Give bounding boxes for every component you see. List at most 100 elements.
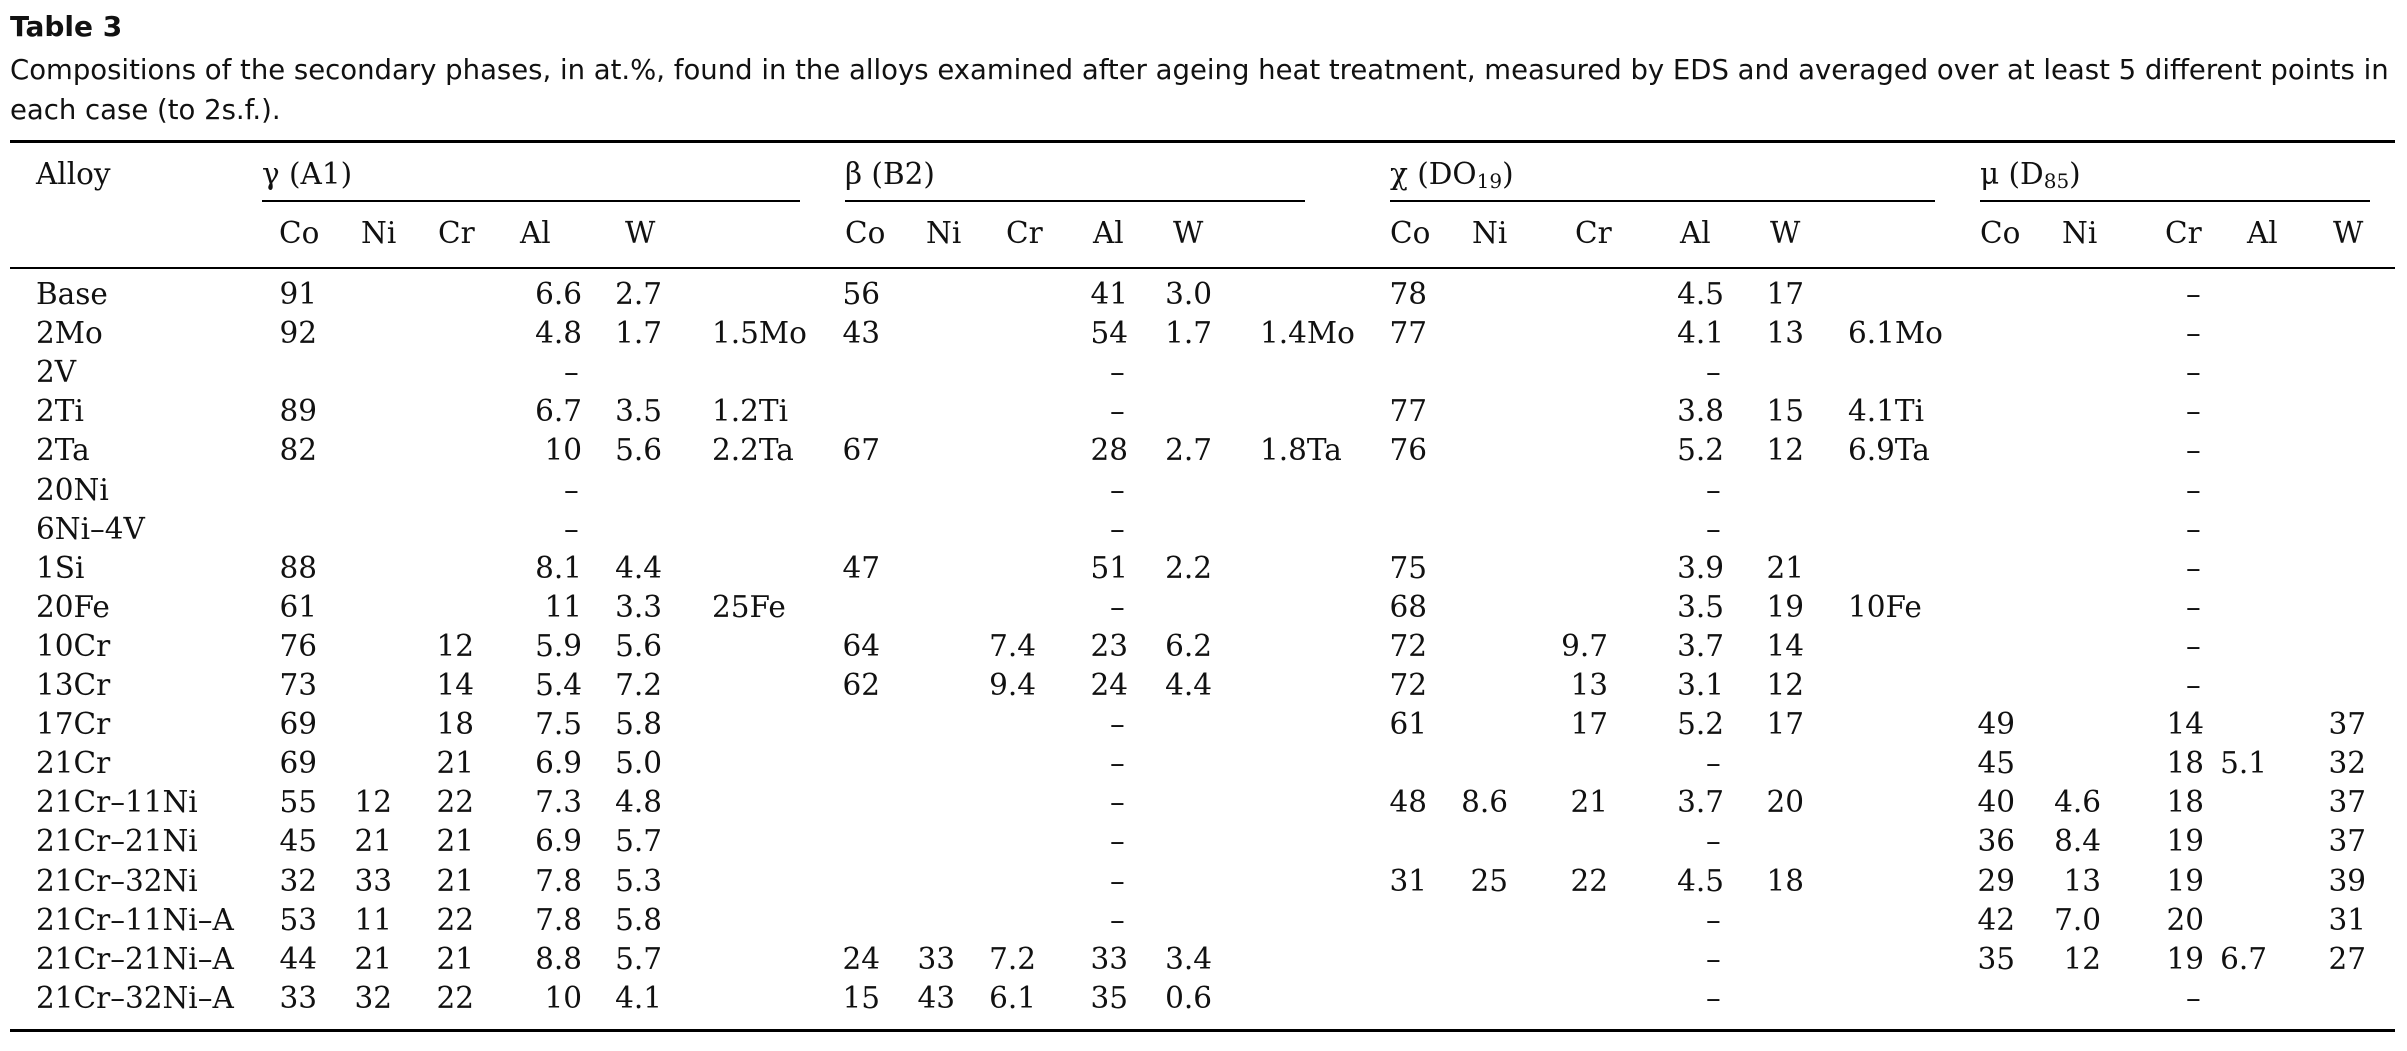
composition-value: 22: [436, 980, 474, 1015]
element-column-header: Co: [845, 216, 886, 250]
phase-group-label: γ (A1): [262, 157, 353, 191]
composition-value: 2.2: [1165, 550, 1212, 585]
element-column-header: Al: [1680, 216, 1711, 250]
composition-value: 33: [279, 980, 317, 1015]
composition-value: 75: [1389, 550, 1427, 585]
composition-value: 5.7: [615, 941, 662, 976]
composition-value: –: [1706, 902, 1721, 937]
phase-group-underline: [845, 200, 1305, 202]
composition-value: –: [1110, 746, 1125, 781]
composition-value: 13: [1570, 668, 1608, 702]
composition-value: 76: [279, 628, 317, 663]
composition-value: –: [1110, 902, 1125, 937]
composition-value: 17: [1766, 277, 1804, 311]
composition-value: –: [1110, 707, 1125, 742]
composition-value: 5.9: [535, 628, 582, 663]
composition-value: 69: [279, 746, 317, 781]
composition-value: 11: [354, 902, 392, 937]
composition-value: 6.1Mo: [1848, 316, 1943, 351]
composition-value: 6.9Ta: [1848, 433, 1930, 468]
composition-value: 7.0: [2054, 902, 2101, 937]
composition-value: 22: [1570, 863, 1608, 898]
composition-value: 18: [2166, 785, 2204, 820]
composition-value: 54: [1090, 316, 1128, 351]
composition-value: 20: [1766, 785, 1804, 820]
composition-value: 2.2Ta: [712, 433, 794, 468]
composition-value: 48: [1389, 785, 1427, 820]
composition-value: 5.3: [615, 863, 662, 898]
composition-value: 19: [2166, 824, 2204, 859]
alloy-name: 10Cr: [36, 628, 111, 663]
composition-value: 4.5: [1677, 863, 1724, 898]
composition-value: 5.8: [615, 707, 662, 742]
element-column-header: Al: [2247, 216, 2278, 250]
composition-value: 77: [1389, 394, 1427, 429]
composition-value: 82: [279, 433, 317, 468]
composition-value: 33: [354, 863, 392, 898]
composition-value: 73: [279, 668, 317, 702]
composition-value: 67: [842, 433, 880, 468]
composition-value: 5.4: [535, 668, 582, 702]
composition-value: 32: [2328, 746, 2366, 781]
composition-value: 14: [436, 668, 474, 702]
element-column-header: Ni: [2062, 216, 2098, 250]
alloy-name: 21Cr–11Ni–A: [36, 902, 234, 937]
composition-value: 64: [842, 628, 880, 663]
composition-value: 55: [279, 785, 317, 820]
header-rule: [10, 267, 2395, 269]
composition-value: 3.7: [1677, 628, 1724, 663]
alloy-name: Base: [36, 277, 108, 311]
element-column-header: Co: [1390, 216, 1431, 250]
composition-value: 12: [354, 785, 392, 820]
composition-value: –: [1110, 472, 1125, 507]
composition-value: 88: [279, 550, 317, 585]
alloy-name: 21Cr–32Ni: [36, 863, 198, 898]
composition-value: 3.1: [1677, 668, 1724, 702]
alloy-name: 13Cr: [36, 668, 111, 702]
composition-value: 14: [1766, 628, 1804, 663]
composition-value: 29: [1977, 863, 2015, 898]
alloy-name: 21Cr–11Ni: [36, 785, 198, 820]
composition-value: –: [1110, 863, 1125, 898]
composition-value: 21: [354, 824, 392, 859]
composition-value: 32: [279, 863, 317, 898]
composition-value: –: [1706, 941, 1721, 976]
composition-value: 33: [1090, 941, 1128, 976]
composition-value: 1.8Ta: [1260, 433, 1342, 468]
composition-value: 9.4: [989, 668, 1036, 702]
composition-value: 21: [436, 941, 474, 976]
element-column-header: Al: [1093, 216, 1124, 250]
phase-group-label: μ (D: [1980, 157, 2044, 191]
composition-value: 18: [1766, 863, 1804, 898]
composition-value: 4.4: [615, 550, 662, 585]
phase-group-header: χ (DO19): [1390, 157, 1514, 198]
alloy-name: 20Fe: [36, 589, 110, 624]
composition-value: 47: [842, 550, 880, 585]
composition-value: 1.7: [1165, 316, 1212, 351]
composition-value: –: [2186, 394, 2201, 429]
element-column-header: W: [1770, 216, 1801, 250]
composition-value: –: [1706, 746, 1721, 781]
phase-group-label-tail: ): [2069, 157, 2081, 191]
composition-value: 3.8: [1677, 394, 1724, 429]
composition-value: –: [1110, 785, 1125, 820]
composition-value: 39: [2328, 863, 2366, 898]
composition-value: 17: [1766, 707, 1804, 742]
alloy-name: 2Ta: [36, 433, 90, 468]
composition-value: –: [1110, 511, 1125, 546]
composition-value: 1.4Mo: [1260, 316, 1355, 351]
composition-value: 12: [1766, 433, 1804, 468]
composition-value: 78: [1389, 277, 1427, 311]
composition-value: 12: [2063, 941, 2101, 976]
composition-value: 31: [2328, 902, 2366, 937]
composition-value: –: [564, 472, 579, 507]
phase-group-underline: [262, 200, 800, 202]
composition-value: 7.8: [535, 902, 582, 937]
composition-value: 13: [2063, 863, 2101, 898]
element-column-header: W: [625, 216, 656, 250]
composition-value: 7.2: [615, 668, 662, 702]
composition-value: 3.7: [1677, 785, 1724, 820]
composition-value: 8.6: [1461, 785, 1508, 820]
composition-value: 4.1Ti: [1848, 394, 1925, 429]
alloy-name: 2Mo: [36, 316, 103, 351]
